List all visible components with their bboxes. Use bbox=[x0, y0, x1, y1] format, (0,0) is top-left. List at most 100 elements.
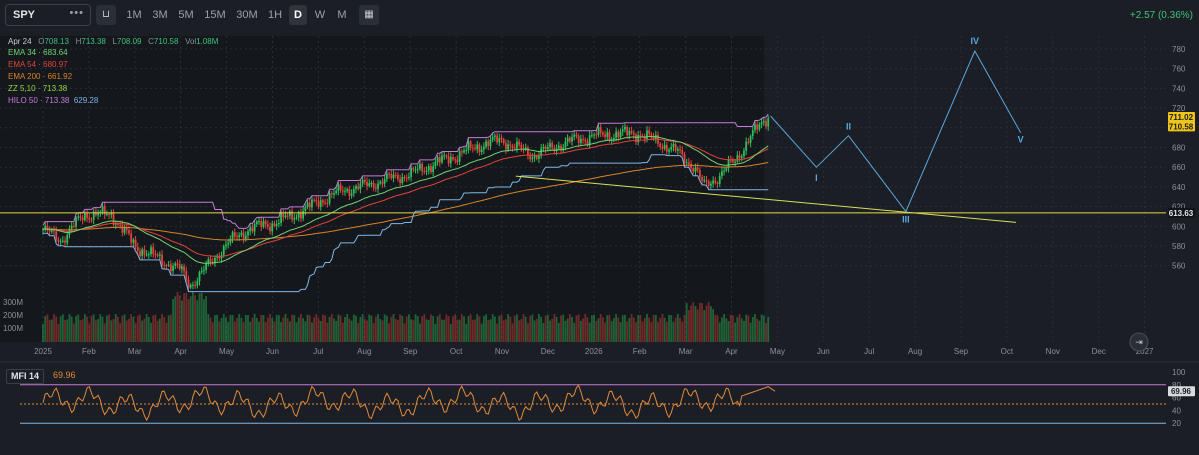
candle-body bbox=[738, 155, 741, 159]
ema34-label: EMA 34 bbox=[8, 48, 37, 57]
volume-bar bbox=[738, 314, 741, 342]
volume-bar bbox=[81, 319, 84, 342]
volume-bar bbox=[79, 320, 82, 342]
candle-body bbox=[584, 139, 587, 142]
candle-body bbox=[588, 135, 591, 145]
volume-bars bbox=[42, 292, 770, 342]
volume-bar bbox=[379, 318, 382, 342]
price-badge-close-bg bbox=[1168, 121, 1195, 132]
volume-bar bbox=[588, 322, 591, 342]
ema34-legend[interactable]: EMA 34 · 683.64 bbox=[8, 48, 68, 57]
interval-5m[interactable]: 5M bbox=[178, 9, 194, 21]
candle-body bbox=[112, 213, 115, 225]
volume-bar bbox=[271, 317, 274, 342]
candle-body bbox=[430, 166, 432, 172]
volume-bar bbox=[392, 314, 395, 342]
candle-body bbox=[130, 233, 133, 243]
volume-bar bbox=[650, 321, 653, 342]
candle-body bbox=[630, 130, 633, 134]
volume-bar bbox=[377, 314, 379, 342]
price-badge-close: 710.58 bbox=[1169, 122, 1194, 131]
candle-body bbox=[315, 200, 318, 202]
candle-body bbox=[59, 241, 62, 243]
volume-bar bbox=[535, 318, 538, 342]
volume-bar bbox=[55, 316, 58, 342]
volume-bar bbox=[90, 315, 93, 342]
interval-15m[interactable]: 15M bbox=[204, 9, 226, 21]
volume-bar bbox=[61, 314, 64, 342]
candle-body bbox=[544, 146, 547, 150]
candle-body bbox=[381, 181, 384, 184]
mfi-label[interactable]: MFI 14 bbox=[6, 369, 45, 384]
volume-bar bbox=[527, 323, 529, 342]
volume-bar bbox=[141, 320, 144, 342]
hilo-legend[interactable]: HILO 50 · 713.38 629.28 bbox=[8, 96, 99, 105]
interval-1m[interactable]: 1M bbox=[126, 9, 142, 21]
candle-body bbox=[106, 213, 108, 215]
ema54-legend[interactable]: EMA 54 · 680.97 bbox=[8, 60, 68, 69]
volume-bar bbox=[681, 321, 684, 342]
price-tick: 560 bbox=[1172, 262, 1186, 271]
ema54-value: 680.97 bbox=[43, 60, 68, 69]
volume-bar bbox=[355, 315, 357, 342]
volume-bar bbox=[690, 305, 692, 342]
ohlc-l: 708.09 bbox=[117, 37, 142, 46]
interval-3m[interactable]: 3M bbox=[152, 9, 168, 21]
hilo-high-line bbox=[42, 113, 769, 229]
candle-body bbox=[443, 155, 446, 157]
ema54-label: EMA 54 bbox=[8, 60, 37, 69]
volume-bar bbox=[203, 299, 205, 342]
ema200-legend[interactable]: EMA 200 · 661.92 bbox=[8, 72, 73, 81]
volume-bar bbox=[546, 314, 549, 342]
calendar-icon[interactable]: ▦ bbox=[359, 5, 379, 25]
candle-body bbox=[55, 231, 58, 240]
interval-w[interactable]: W bbox=[314, 9, 326, 21]
candle-body bbox=[507, 144, 510, 150]
price-tick: 640 bbox=[1172, 183, 1186, 192]
volume-bar bbox=[350, 320, 353, 342]
time-tick: Jun bbox=[817, 347, 830, 356]
interval-30m[interactable]: 30M bbox=[236, 9, 258, 21]
volume-bar bbox=[275, 314, 278, 342]
volume-bar bbox=[394, 319, 397, 342]
candle-icon[interactable]: ⊔ bbox=[96, 5, 116, 25]
ohlc-h-label: H bbox=[75, 37, 82, 46]
volume-bar bbox=[531, 314, 534, 342]
candle-body bbox=[227, 243, 230, 245]
interval-m[interactable]: M bbox=[337, 9, 347, 21]
more-icon[interactable]: ••• bbox=[69, 7, 84, 19]
zz-legend[interactable]: ZZ 5,10 · 713.38 bbox=[8, 84, 68, 93]
ohlc-o-label: O bbox=[38, 37, 45, 46]
volume-bar bbox=[341, 322, 344, 342]
symbol-selector[interactable]: SPY ••• bbox=[5, 4, 91, 26]
candle-body bbox=[670, 146, 673, 150]
volume-bar bbox=[447, 316, 450, 342]
candle-body bbox=[300, 212, 302, 219]
interval-d[interactable]: D bbox=[289, 5, 307, 25]
volume-bar bbox=[465, 323, 468, 342]
volume-bar bbox=[335, 320, 338, 342]
volume-bar bbox=[721, 317, 723, 342]
candle-body bbox=[617, 131, 620, 138]
volume-bar bbox=[390, 316, 393, 342]
candle-body bbox=[72, 225, 75, 227]
volume-bar bbox=[564, 320, 567, 342]
candle-body bbox=[663, 144, 666, 149]
candle-body bbox=[648, 130, 651, 134]
volume-bar bbox=[710, 306, 712, 342]
price-tick: 580 bbox=[1172, 242, 1186, 251]
volume-bar bbox=[383, 314, 386, 342]
candle-body bbox=[134, 239, 137, 247]
volume-bar bbox=[344, 316, 346, 342]
candle-body bbox=[247, 231, 249, 236]
candle-body bbox=[132, 239, 135, 243]
candle-body bbox=[458, 151, 461, 162]
candle-body bbox=[295, 217, 298, 219]
candle-body bbox=[756, 124, 759, 130]
interval-1h[interactable]: 1H bbox=[267, 9, 283, 21]
mfi-tick: 80 bbox=[1172, 381, 1181, 390]
candle-body bbox=[463, 150, 465, 153]
candle-body bbox=[271, 223, 274, 232]
volume-bar bbox=[430, 314, 432, 342]
